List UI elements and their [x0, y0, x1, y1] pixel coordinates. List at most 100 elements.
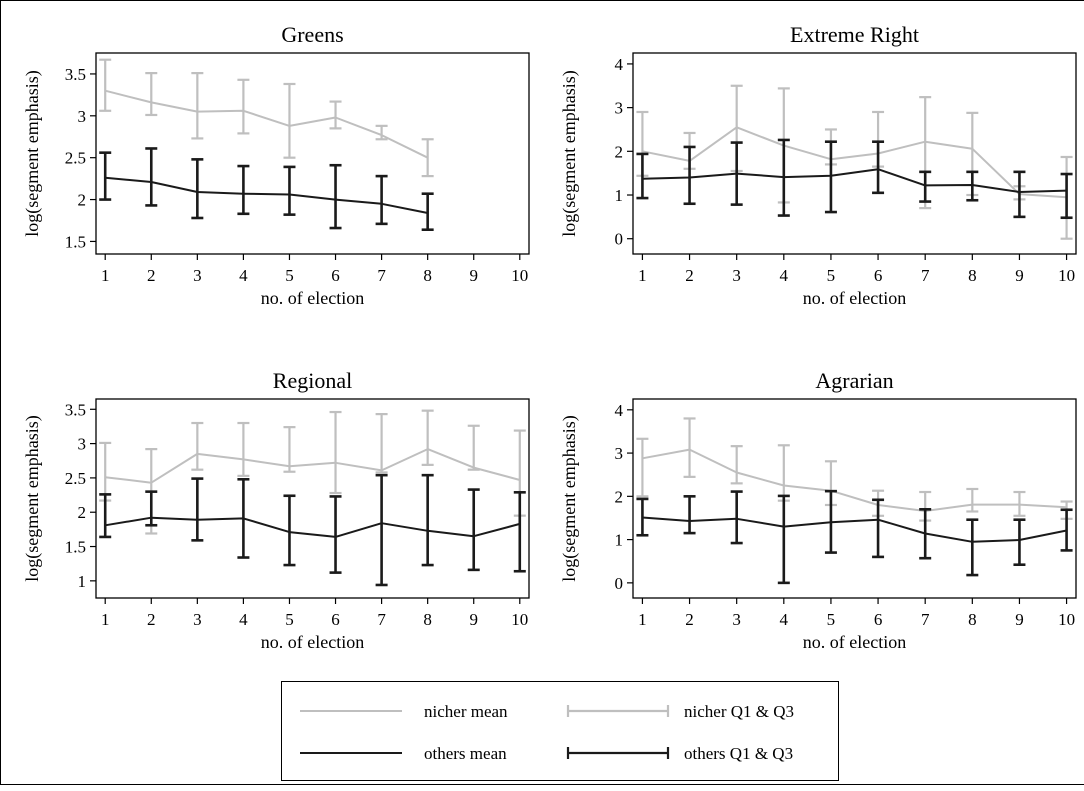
- x-tick-label: 6: [331, 610, 340, 629]
- x-tick-label: 4: [239, 610, 248, 629]
- others-series: [99, 473, 526, 587]
- x-tick-label: 5: [285, 610, 294, 629]
- x-tick-label: 7: [921, 266, 930, 285]
- panel-title: Extreme Right: [790, 22, 919, 47]
- plot-frame: [95, 52, 530, 255]
- x-tick-label: 10: [511, 610, 528, 629]
- legend: nicher mean nicher Q1 & Q3 others mean othe…: [281, 681, 839, 781]
- x-tick-label: 5: [827, 266, 836, 285]
- x-tick-label: 5: [827, 610, 836, 629]
- x-tick-label: 4: [780, 266, 789, 285]
- x-tick-label: 3: [732, 266, 741, 285]
- x-tick-label: 10: [511, 266, 528, 285]
- y-tick-label: 2: [615, 487, 624, 506]
- x-tick-label: 9: [1015, 266, 1024, 285]
- x-tick-label: 9: [469, 266, 478, 285]
- y-tick-label: 1.5: [65, 232, 86, 251]
- x-tick-label: 3: [732, 610, 741, 629]
- x-tick-label: 7: [377, 266, 386, 285]
- x-tick-label: 8: [423, 610, 432, 629]
- legend-label: nicher mean: [424, 702, 508, 721]
- legend-label: others Q1 & Q3: [684, 744, 793, 763]
- y-axis-label: log(segment emphasis): [22, 70, 43, 236]
- others-series: [636, 138, 1073, 220]
- y-tick-label: 3: [78, 435, 87, 454]
- y-tick-label: 3.5: [65, 65, 86, 84]
- x-tick-label: 7: [921, 610, 930, 629]
- x-tick-label: 4: [780, 610, 789, 629]
- mean-line: [104, 89, 429, 159]
- nicher-series: [99, 58, 434, 178]
- legend-item: others mean: [300, 744, 507, 763]
- x-tick-label: 4: [239, 266, 248, 285]
- mean-line: [642, 168, 1067, 193]
- x-tick-label: 8: [423, 266, 432, 285]
- y-tick-label: 4: [615, 401, 624, 420]
- legend-svg: nicher mean nicher Q1 & Q3 others mean othe…: [300, 702, 794, 763]
- x-tick-label: 1: [638, 266, 647, 285]
- y-tick-label: 2.5: [65, 149, 86, 168]
- y-tick-label: 2: [615, 142, 624, 161]
- x-tick-label: 1: [101, 266, 110, 285]
- x-tick-label: 7: [377, 610, 386, 629]
- x-tick-label: 8: [968, 610, 977, 629]
- mean-line: [642, 126, 1067, 199]
- plot-frame: [632, 52, 1077, 255]
- x-tick-label: 2: [685, 266, 694, 285]
- y-tick-label: 1: [78, 572, 87, 591]
- x-tick-label: 2: [147, 266, 156, 285]
- x-axis-label: no. of election: [803, 632, 906, 652]
- x-tick-label: 10: [1058, 266, 1075, 285]
- others-series: [99, 147, 434, 232]
- mean-line: [105, 516, 521, 538]
- x-tick-label: 10: [1058, 610, 1075, 629]
- legend-label: others mean: [424, 744, 507, 763]
- legend-item: nicher Q1 & Q3: [566, 702, 794, 721]
- mean-line: [642, 516, 1067, 543]
- x-tick-label: 2: [685, 610, 694, 629]
- x-tick-label: 2: [147, 610, 156, 629]
- panel-greens: Greens 1.5 2 2.5 3 3.5 1 2 3 4 5 6 7 8 9 10 no. of elect…: [22, 22, 530, 308]
- y-tick-label: 0: [615, 230, 624, 249]
- x-tick-label: 3: [193, 266, 202, 285]
- x-tick-label: 9: [1015, 610, 1024, 629]
- y-tick-label: 3: [615, 444, 624, 463]
- plot-frame: [632, 398, 1077, 599]
- y-tick-label: 2: [78, 503, 87, 522]
- mean-line: [105, 176, 428, 214]
- y-tick-label: 2: [78, 191, 87, 210]
- y-axis-label: log(segment emphasis): [559, 415, 580, 581]
- x-tick-label: 3: [193, 610, 202, 629]
- plot-frame: [95, 398, 530, 599]
- nicher-series: [636, 417, 1073, 522]
- x-tick-label: 6: [331, 266, 340, 285]
- y-tick-label: 1: [615, 186, 624, 205]
- y-tick-label: 3.5: [65, 400, 86, 419]
- y-tick-label: 4: [615, 55, 624, 74]
- y-tick-label: 0: [615, 574, 624, 593]
- nicher-series: [636, 84, 1073, 240]
- x-tick-label: 1: [101, 610, 110, 629]
- mean-line: [105, 448, 521, 484]
- x-axis-label: no. of election: [803, 288, 906, 308]
- x-tick-label: 9: [469, 610, 478, 629]
- y-tick-label: 3: [615, 99, 624, 118]
- panel-title: Regional: [273, 368, 352, 393]
- y-tick-label: 1.5: [65, 538, 86, 557]
- mean-line: [642, 448, 1067, 512]
- y-axis-label: log(segment emphasis): [559, 70, 580, 236]
- panel-title: Agrarian: [815, 368, 893, 393]
- x-axis-label: no. of election: [261, 632, 364, 652]
- legend-label: nicher Q1 & Q3: [684, 702, 794, 721]
- x-tick-label: 6: [874, 266, 883, 285]
- x-tick-label: 5: [285, 266, 294, 285]
- x-tick-label: 1: [638, 610, 647, 629]
- legend-item: others Q1 & Q3: [566, 744, 793, 763]
- nicher-series: [99, 409, 526, 535]
- x-axis-label: no. of election: [261, 288, 364, 308]
- panel-title: Greens: [281, 22, 343, 47]
